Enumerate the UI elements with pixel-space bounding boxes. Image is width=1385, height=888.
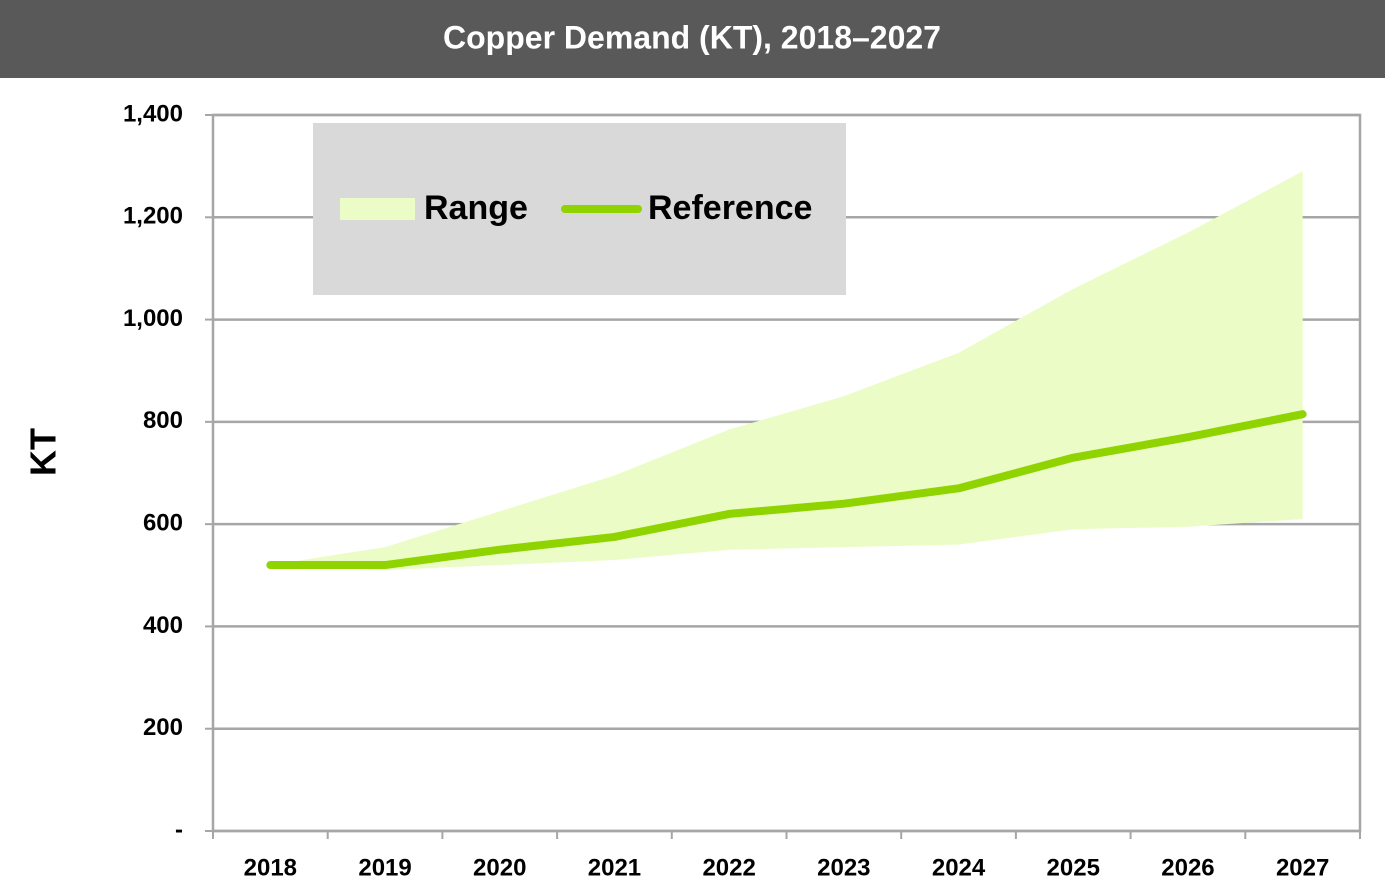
x-tick-label: 2021 bbox=[588, 854, 641, 881]
y-axis-label: KT bbox=[23, 428, 64, 476]
legend-swatch bbox=[340, 198, 415, 220]
y-tick-label: 400 bbox=[143, 612, 183, 639]
x-tick-label: 2022 bbox=[702, 854, 755, 881]
reference-line bbox=[266, 410, 1307, 570]
x-tick-label: 2027 bbox=[1276, 854, 1329, 881]
x-tick-label: 2023 bbox=[817, 854, 870, 881]
chart-title: Copper Demand (KT), 2018–2027 bbox=[443, 19, 941, 55]
x-tick-label: 2018 bbox=[244, 854, 297, 881]
x-tick-label: 2020 bbox=[473, 854, 526, 881]
range-area bbox=[270, 171, 1303, 571]
x-tick-label: 2024 bbox=[932, 854, 986, 881]
x-tick-label: 2025 bbox=[1047, 854, 1100, 881]
legend-label: Reference bbox=[648, 189, 812, 227]
title-bar bbox=[0, 0, 1385, 78]
y-tick-label: 1,200 bbox=[123, 203, 183, 230]
y-tick-label: 1,000 bbox=[123, 305, 183, 332]
legend-label: Range bbox=[424, 189, 528, 227]
y-tick-label: 800 bbox=[143, 407, 183, 434]
y-tick-label: 600 bbox=[143, 509, 183, 536]
y-tick-label: 200 bbox=[143, 714, 183, 741]
x-tick-label: 2026 bbox=[1161, 854, 1214, 881]
x-tick-label: 2019 bbox=[358, 854, 411, 881]
y-tick-label: - bbox=[175, 816, 183, 843]
y-tick-label: 1,400 bbox=[123, 100, 183, 127]
legend: Range Reference bbox=[313, 123, 846, 295]
